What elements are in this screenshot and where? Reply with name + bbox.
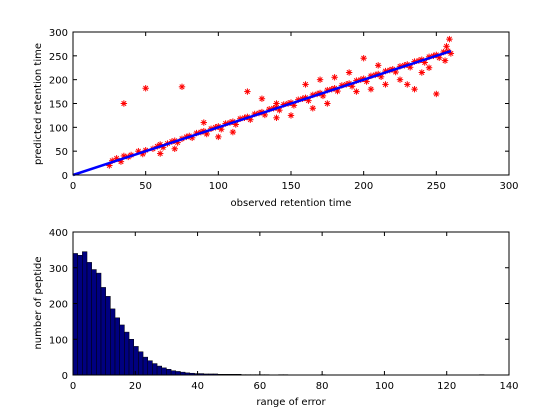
histogram-axes-background	[73, 232, 509, 375]
x-tick-label: 200	[354, 181, 373, 192]
histogram-bar	[142, 356, 148, 376]
scatter-x-ticks: 0 50 100 150 200 250 300	[70, 32, 519, 192]
y-tick-label: 300	[49, 28, 68, 39]
x-tick-label: 0	[70, 381, 76, 392]
scatter-point	[215, 133, 222, 141]
scatter-point	[443, 43, 450, 50]
y-tick-label: 100	[49, 123, 68, 134]
y-tick-label: 200	[49, 76, 68, 87]
scatter-point	[425, 64, 433, 71]
scatter-point	[316, 76, 324, 83]
histogram-bar	[82, 251, 88, 376]
y-tick-label: 250	[49, 52, 68, 63]
scatter-point	[157, 150, 164, 157]
scatter-point	[353, 88, 360, 95]
scatter-point	[229, 128, 237, 136]
scatter-subplot: 0 50 100 150 200 250 300 0 50 100 150 200 250 300 ob…	[33, 28, 519, 209]
scatter-point	[411, 86, 418, 93]
scatter-point	[200, 119, 207, 126]
scatter-point	[178, 83, 186, 91]
histogram-x-axis-label: range of error	[256, 397, 326, 408]
histogram-bar	[161, 367, 167, 376]
y-tick-label: 400	[49, 228, 68, 239]
scatter-y-ticks: 0 50 100 150 200 250 300	[49, 28, 509, 182]
scatter-point	[120, 100, 128, 107]
histogram-bar	[152, 363, 158, 376]
scatter-point	[142, 85, 149, 92]
scatter-point	[273, 114, 280, 121]
y-tick-label: 300	[49, 264, 68, 275]
x-tick-label: 80	[316, 381, 329, 392]
x-tick-label: 100	[209, 181, 228, 192]
scatter-point	[244, 88, 251, 95]
scatter-point	[324, 100, 331, 107]
scatter-point	[375, 62, 382, 69]
histogram-bar	[91, 269, 97, 376]
scatter-point	[309, 105, 316, 112]
x-tick-label: 50	[139, 181, 152, 192]
scatter-point	[446, 35, 453, 43]
scatter-point	[331, 74, 338, 81]
histogram-x-ticks: 0 20 40 60 80 100 120 140	[70, 232, 519, 392]
x-tick-label: 300	[499, 181, 518, 192]
histogram-bar	[119, 324, 125, 376]
histogram-bar	[128, 339, 134, 376]
scatter-point	[404, 81, 411, 88]
histogram-bar	[110, 308, 116, 376]
histogram-bar	[100, 287, 106, 376]
y-tick-label: 200	[49, 300, 68, 311]
x-tick-label: 40	[191, 381, 204, 392]
scatter-point	[171, 145, 178, 152]
scatter-y-axis-label: predicted retention time	[33, 43, 44, 165]
x-tick-label: 100	[375, 381, 394, 392]
scatter-point	[382, 81, 389, 88]
histogram-bar	[96, 272, 102, 376]
x-tick-label: 140	[499, 381, 518, 392]
histogram-y-axis-label: number of peptide	[33, 256, 44, 349]
scatter-point	[418, 69, 425, 76]
y-tick-label: 0	[62, 371, 68, 382]
x-tick-label: 120	[437, 381, 456, 392]
histogram-bar	[166, 369, 172, 376]
histogram-bar	[138, 351, 144, 376]
scatter-point	[396, 76, 404, 83]
fit-line	[72, 49, 452, 177]
histogram-bar	[156, 365, 163, 376]
y-tick-label: 100	[49, 335, 68, 346]
x-tick-label: 20	[129, 381, 142, 392]
y-tick-label: 50	[55, 147, 68, 158]
histogram-bar	[105, 296, 111, 376]
histogram-bar	[86, 262, 92, 376]
scatter-point	[287, 112, 295, 119]
histogram-bar	[114, 317, 120, 376]
histogram-bar	[133, 346, 139, 376]
x-tick-label: 250	[427, 181, 446, 192]
scatter-point	[302, 81, 309, 88]
scatter-point	[367, 86, 375, 93]
scatter-point	[363, 78, 370, 85]
histogram-y-ticks: 0 100 200 300 400	[49, 228, 509, 382]
histogram-bar	[175, 371, 181, 376]
y-tick-label: 150	[49, 100, 68, 111]
histogram-subplot: 0 20 40 60 80 100 120 140 0 100 200 300 400 range o…	[33, 228, 519, 408]
histogram-data-layer	[72, 251, 485, 376]
histogram-bar	[147, 360, 153, 376]
y-tick-label: 0	[62, 171, 68, 182]
x-tick-label: 0	[70, 181, 76, 192]
scatter-point	[345, 69, 353, 76]
x-tick-label: 60	[253, 381, 266, 392]
histogram-bar	[77, 254, 83, 376]
scatter-x-axis-label: observed retention time	[231, 198, 352, 209]
x-tick-label: 150	[281, 181, 300, 192]
scatter-point	[441, 57, 449, 64]
scatter-point	[433, 90, 440, 98]
scatter-point	[258, 95, 266, 102]
histogram-bar	[170, 370, 177, 376]
histogram-bar	[124, 331, 130, 376]
scatter-point	[273, 100, 280, 107]
scatter-point	[360, 55, 367, 62]
histogram-bar	[72, 253, 78, 376]
